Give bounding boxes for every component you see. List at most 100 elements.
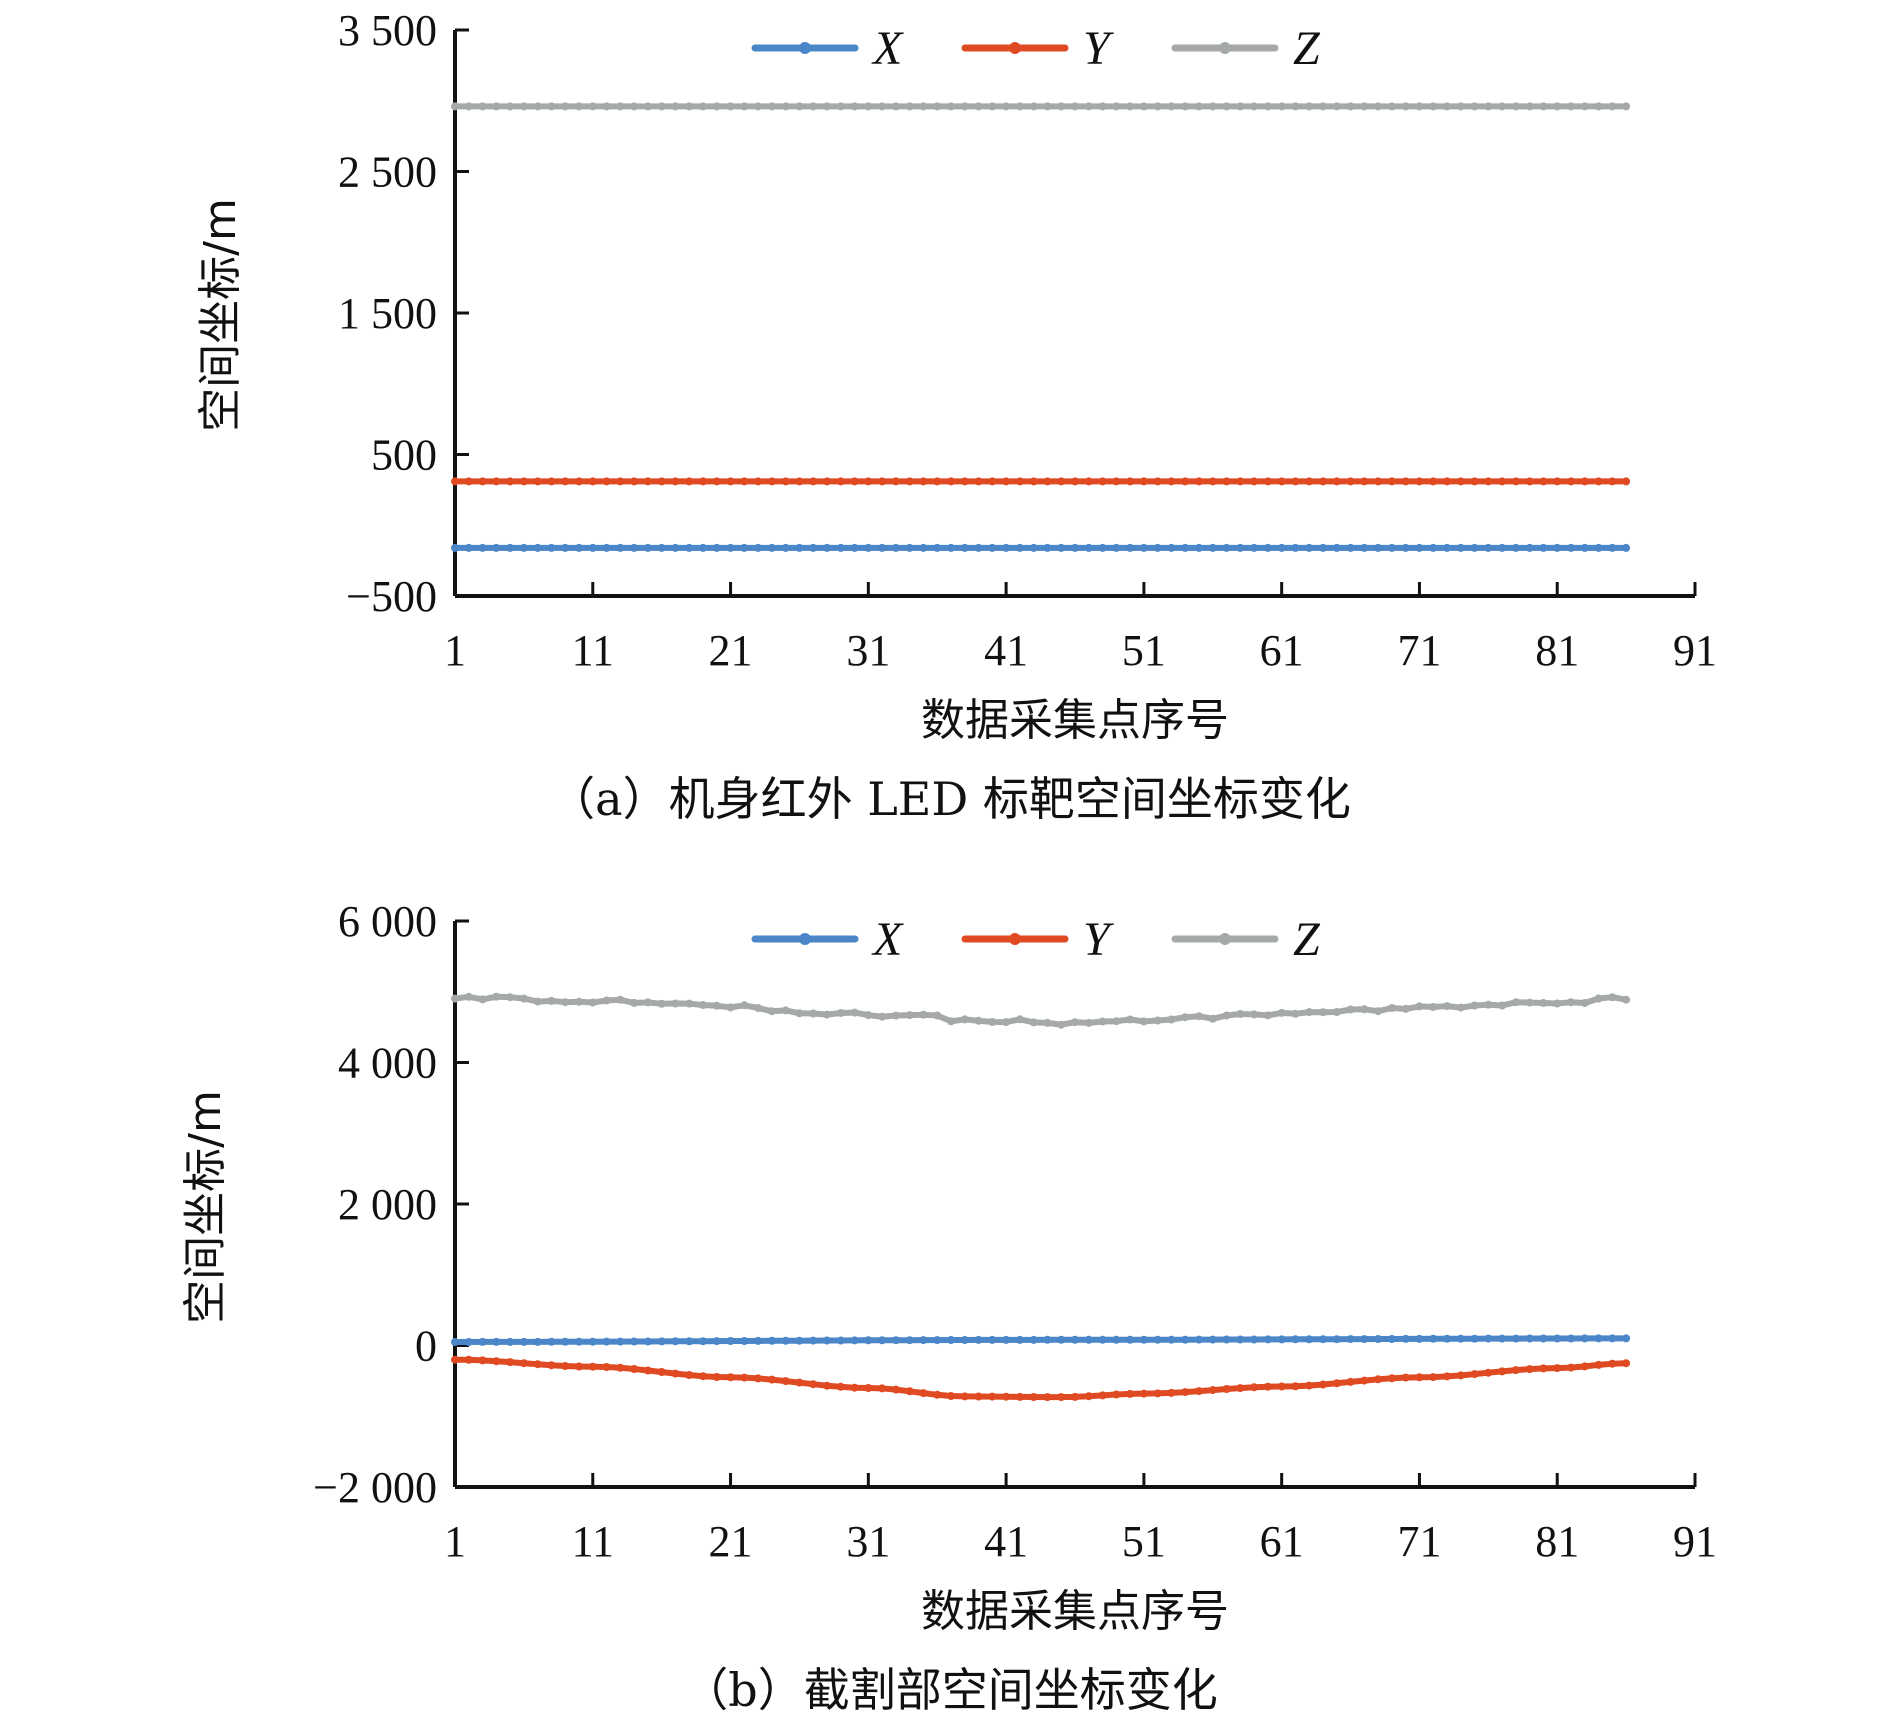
data-point-x bbox=[836, 543, 845, 552]
data-point-z bbox=[588, 102, 597, 111]
data-point-x bbox=[1043, 543, 1052, 552]
data-point-y bbox=[547, 1361, 556, 1370]
data-point-y bbox=[1456, 1371, 1465, 1380]
data-point-x bbox=[850, 1336, 859, 1345]
data-point-x bbox=[1181, 543, 1190, 552]
data-point-x bbox=[850, 543, 859, 552]
data-point-y bbox=[1098, 477, 1107, 486]
x-tick-label: 11 bbox=[572, 1517, 614, 1566]
data-point-y bbox=[1167, 477, 1176, 486]
y-tick-label: 2 000 bbox=[338, 1180, 437, 1229]
data-point-y bbox=[1484, 1368, 1493, 1377]
data-point-y bbox=[506, 477, 515, 486]
data-point-x bbox=[1498, 1334, 1507, 1343]
data-point-y bbox=[933, 477, 942, 486]
data-point-x bbox=[1291, 543, 1300, 552]
data-point-y bbox=[878, 1384, 887, 1393]
data-point-z bbox=[533, 102, 542, 111]
data-point-y bbox=[1112, 477, 1121, 486]
data-point-z bbox=[616, 995, 625, 1004]
data-point-z bbox=[891, 102, 900, 111]
data-point-x bbox=[671, 543, 680, 552]
data-point-y bbox=[1291, 1382, 1300, 1391]
data-point-x bbox=[533, 1337, 542, 1346]
data-point-x bbox=[506, 1337, 515, 1346]
y-tick-label: −2 000 bbox=[313, 1463, 437, 1512]
data-point-z bbox=[492, 102, 501, 111]
x-tick-label: 61 bbox=[1260, 1517, 1304, 1566]
data-point-y bbox=[850, 477, 859, 486]
data-point-z bbox=[533, 997, 542, 1006]
data-point-y bbox=[478, 477, 487, 486]
data-point-y bbox=[1360, 1376, 1369, 1385]
data-point-x bbox=[1015, 543, 1024, 552]
data-point-y bbox=[1236, 1384, 1245, 1393]
data-point-z bbox=[561, 998, 570, 1007]
data-point-z bbox=[1511, 998, 1520, 1007]
data-point-y bbox=[478, 1356, 487, 1365]
y-tick-label: 500 bbox=[371, 431, 437, 480]
data-point-y bbox=[671, 1369, 680, 1378]
data-point-x bbox=[1470, 1334, 1479, 1343]
data-point-z bbox=[836, 102, 845, 111]
data-point-z bbox=[1277, 102, 1286, 111]
y-tick-label: −500 bbox=[346, 572, 437, 621]
data-point-z bbox=[575, 997, 583, 1006]
data-point-y bbox=[1401, 477, 1410, 486]
data-point-y bbox=[1291, 477, 1300, 486]
data-point-z bbox=[657, 102, 666, 111]
data-point-y bbox=[1608, 1359, 1617, 1368]
data-point-y bbox=[1332, 477, 1341, 486]
data-point-z bbox=[740, 102, 749, 111]
data-point-x bbox=[1580, 543, 1589, 552]
y-tick-label: 3 500 bbox=[338, 6, 437, 55]
data-point-z bbox=[947, 102, 955, 111]
y-axis-title: 空间坐标/m bbox=[195, 198, 246, 432]
data-point-x bbox=[1291, 1335, 1300, 1344]
data-point-y bbox=[699, 477, 707, 486]
data-point-y bbox=[1319, 1380, 1327, 1389]
data-point-y bbox=[1387, 1374, 1396, 1383]
x-tick-label: 11 bbox=[572, 626, 614, 675]
data-point-z bbox=[864, 102, 873, 111]
data-point-x bbox=[905, 543, 914, 552]
data-point-x bbox=[643, 1337, 652, 1346]
data-point-x bbox=[1415, 1334, 1424, 1343]
data-point-z bbox=[1456, 1003, 1465, 1012]
data-point-x bbox=[754, 1336, 763, 1345]
data-point-x bbox=[561, 543, 570, 552]
data-point-z bbox=[643, 998, 652, 1007]
data-point-y bbox=[1181, 1388, 1190, 1397]
data-point-z bbox=[850, 1008, 859, 1017]
data-point-x bbox=[506, 543, 515, 552]
data-point-z bbox=[1112, 102, 1121, 111]
data-point-y bbox=[1029, 477, 1038, 486]
data-point-x bbox=[1002, 543, 1011, 552]
data-point-x bbox=[947, 1336, 955, 1344]
data-point-x bbox=[933, 1336, 942, 1345]
data-point-z bbox=[1456, 102, 1465, 111]
data-point-z bbox=[1305, 102, 1314, 111]
data-point-x bbox=[1360, 543, 1369, 552]
data-point-x bbox=[1525, 543, 1534, 552]
data-point-y bbox=[464, 1355, 473, 1364]
data-point-z bbox=[1553, 102, 1562, 111]
data-point-z bbox=[1071, 1018, 1079, 1027]
data-point-y bbox=[864, 1384, 873, 1392]
data-point-y bbox=[809, 1380, 818, 1389]
data-point-z bbox=[960, 102, 969, 111]
legend-marker bbox=[1009, 42, 1021, 54]
data-point-y bbox=[947, 477, 955, 486]
data-point-x bbox=[478, 543, 487, 552]
data-point-x bbox=[1222, 1335, 1231, 1344]
data-point-y bbox=[1498, 477, 1507, 486]
x-tick-label: 81 bbox=[1535, 626, 1579, 675]
data-point-y bbox=[506, 1358, 515, 1367]
legend-marker bbox=[1219, 933, 1231, 945]
data-point-z bbox=[1332, 102, 1341, 111]
data-point-x bbox=[561, 1337, 570, 1346]
data-point-z bbox=[478, 995, 487, 1004]
data-point-y bbox=[1415, 1373, 1424, 1382]
x-tick-label: 71 bbox=[1397, 1517, 1441, 1566]
data-point-x bbox=[1263, 1335, 1272, 1344]
